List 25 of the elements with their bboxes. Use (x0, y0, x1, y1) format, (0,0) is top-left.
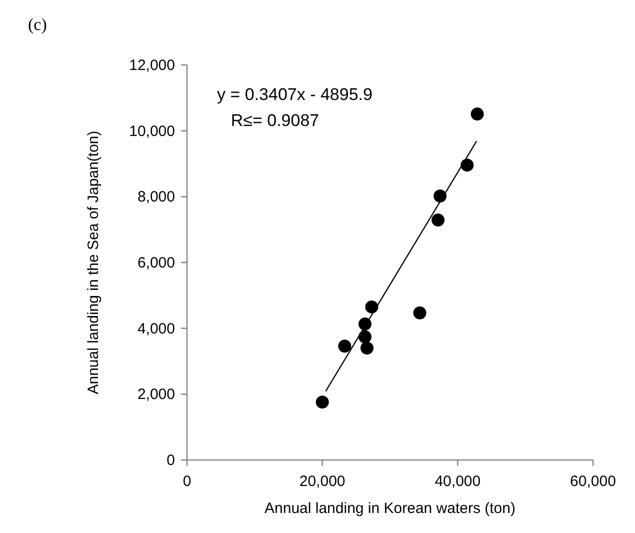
x-axis-title: Annual landing in Korean waters (ton) (264, 500, 516, 517)
point (434, 190, 447, 203)
point (460, 158, 474, 172)
y-axis-title: Annual landing in the Sea of Japan(ton) (85, 130, 102, 394)
y-tick-label: 8,000 (137, 188, 175, 206)
point (365, 300, 378, 314)
point (360, 342, 374, 355)
point (432, 214, 445, 227)
point (470, 108, 484, 121)
y-tick-label: 10,000 (129, 122, 175, 140)
annotation: y = 0.3407x - 4895.9 (217, 85, 372, 104)
x-tick-label: 60,000 (570, 473, 616, 490)
point (338, 340, 352, 353)
text: (c) (28, 15, 47, 34)
annotation: R≤= 0.9087 (230, 111, 320, 130)
point (413, 306, 426, 320)
x-tick-label: 0 (182, 473, 192, 490)
y-tick-label: 2,000 (137, 386, 175, 404)
x-tick-label: 40,000 (434, 473, 481, 490)
y-tick-label: 0 (166, 452, 175, 469)
y-tick-label: 4,000 (137, 320, 175, 338)
y-tick-label: 12,000 (129, 57, 175, 74)
point (316, 396, 329, 409)
y-tick-label: 6,000 (137, 254, 175, 272)
x-tick-label: 20,000 (299, 473, 346, 490)
